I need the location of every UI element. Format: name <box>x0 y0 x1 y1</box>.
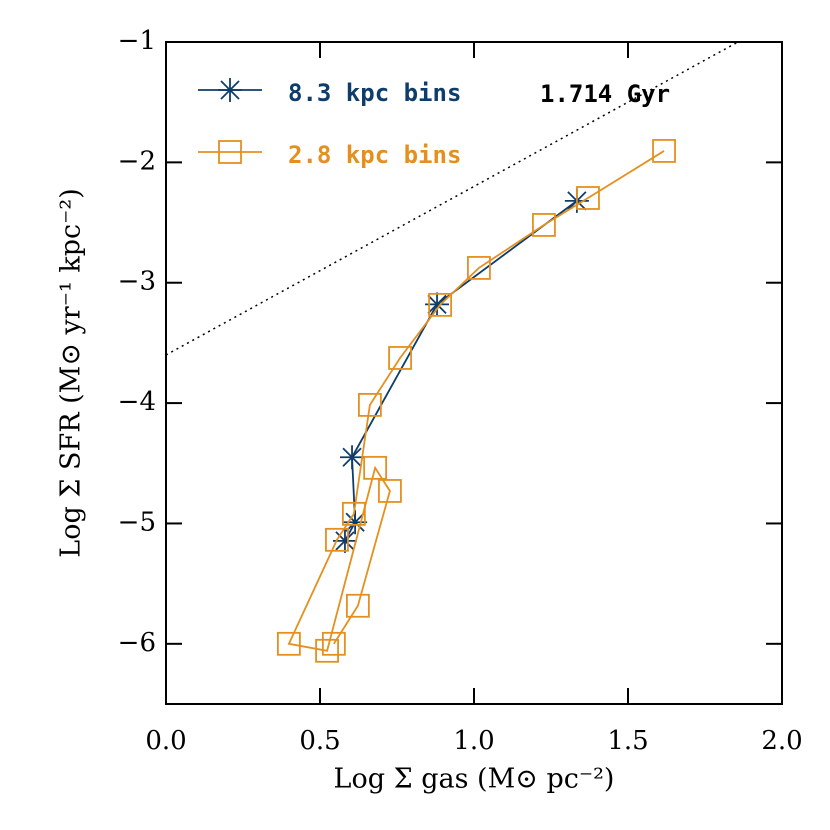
square-marker <box>321 631 346 656</box>
marker-shape <box>388 346 412 370</box>
plot-frame <box>165 41 783 705</box>
star-marker <box>343 510 368 535</box>
marker-shape <box>363 455 388 480</box>
marker-shape <box>427 294 447 315</box>
square-marker <box>357 392 382 417</box>
marker-shape <box>276 631 301 656</box>
marker-shape <box>467 256 491 280</box>
reference-line <box>166 42 740 356</box>
y-tick-label: −3 <box>118 267 156 297</box>
y-tick-label: −6 <box>118 628 156 658</box>
square-marker <box>315 638 339 663</box>
y-tick-label: −1 <box>118 26 156 56</box>
marker-shape <box>532 213 556 237</box>
square-marker <box>576 186 600 210</box>
square-marker <box>388 346 412 370</box>
marker-shape <box>325 527 349 552</box>
series-line <box>287 150 665 652</box>
marker-shape <box>315 638 339 663</box>
marker-shape <box>378 479 402 503</box>
marker-shape <box>345 593 370 618</box>
plot-area <box>166 42 740 663</box>
x-tick-label: 1.5 <box>607 726 648 756</box>
square-marker <box>532 213 556 237</box>
star-marker <box>340 445 365 470</box>
square-marker <box>345 593 370 618</box>
marker-shape <box>345 512 365 532</box>
y-tick-label: −5 <box>118 507 156 537</box>
square-marker <box>341 501 366 526</box>
x-axis-label: Log Σ gas (M⊙ pc⁻²) <box>334 764 615 795</box>
marker-shape <box>576 186 600 210</box>
legend-label: 2.8 kpc bins <box>288 141 461 169</box>
x-tick-label: 0.5 <box>299 726 340 756</box>
square-marker <box>276 631 301 656</box>
square-marker <box>325 527 349 552</box>
marker-shape <box>342 447 362 467</box>
x-tick-label: 2.0 <box>761 726 802 756</box>
y-tick-label: −4 <box>118 387 156 417</box>
y-axis-label: Log Σ SFR (M⊙ yr⁻¹ kpc⁻²) <box>56 188 87 557</box>
square-marker <box>378 479 402 503</box>
annotation: 1.714 Gyr <box>540 80 670 108</box>
y-tick-label: −2 <box>118 146 156 176</box>
square-marker <box>467 256 491 280</box>
x-tick-label: 1.0 <box>453 726 494 756</box>
square-marker <box>363 455 388 480</box>
marker-shape <box>218 140 242 164</box>
star-marker <box>425 292 450 317</box>
marker-shape <box>428 292 453 317</box>
marker-shape <box>321 631 346 656</box>
legend-label: 8.3 kpc bins <box>288 79 461 107</box>
marker-shape <box>357 392 382 417</box>
marker-shape <box>335 531 355 551</box>
marker-shape <box>220 80 240 100</box>
marker-shape <box>341 501 366 526</box>
square-marker <box>652 139 676 163</box>
square-marker <box>218 140 242 164</box>
star-marker <box>218 78 242 102</box>
marker-shape <box>652 139 676 163</box>
x-tick-label: 0.0 <box>145 726 186 756</box>
square-marker <box>428 292 453 317</box>
